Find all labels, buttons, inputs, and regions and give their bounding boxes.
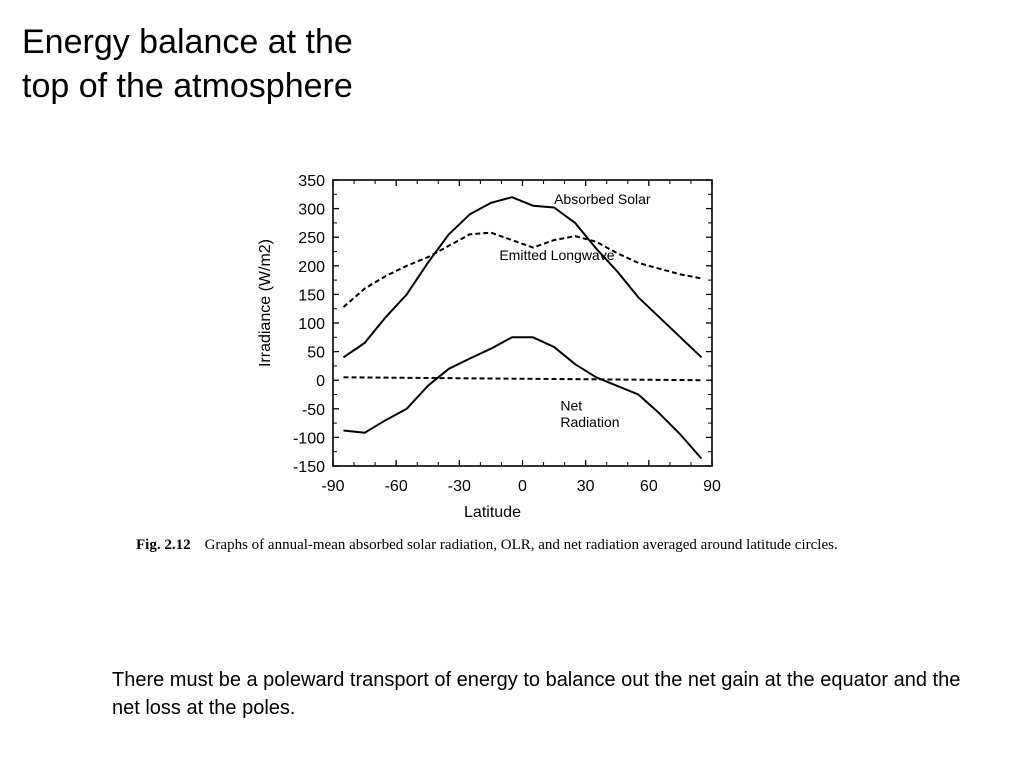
series-absorbed-solar-line — [342, 196, 703, 359]
figure-caption: Fig. 2.12 Graphs of annual-mean absorbed … — [108, 534, 888, 556]
y-tick-label: -50 — [302, 402, 325, 419]
x-tick-label: -90 — [321, 478, 344, 495]
annotation-label: Radiation — [560, 414, 619, 430]
slide-title: Energy balance at the top of the atmosph… — [22, 20, 482, 108]
body-text: There must be a poleward transport of en… — [112, 669, 961, 719]
x-tick-label: 0 — [518, 478, 527, 495]
y-axis-label: Irradiance (W/m2) — [257, 239, 274, 367]
y-tick-label: 50 — [307, 345, 325, 362]
y-tick-label: 100 — [298, 316, 325, 333]
y-tick-label: -100 — [293, 430, 325, 447]
annotation-label: Absorbed Solar — [554, 191, 651, 207]
series-emitted-longwave-line — [342, 231, 702, 308]
annotation-label: Net — [560, 398, 582, 414]
x-axis-label: Latitude — [464, 504, 521, 521]
figure-caption-text: Graphs of annual-mean absorbed solar rad… — [204, 537, 838, 553]
y-tick-label: -150 — [293, 459, 325, 476]
slide-title-line-1: Energy balance at the — [22, 23, 353, 61]
y-tick-label: 250 — [298, 230, 325, 247]
y-tick-label: 150 — [298, 287, 325, 304]
x-tick-label: -60 — [385, 478, 408, 495]
plot-frame — [332, 179, 713, 467]
y-tick-label: 200 — [298, 259, 325, 276]
y-tick-label: 300 — [298, 202, 325, 219]
series-zero-reference-line — [343, 376, 702, 382]
x-tick-label: 30 — [577, 478, 595, 495]
annotation-label: Emitted Longwave — [499, 247, 614, 263]
x-tick-label: 90 — [703, 478, 721, 495]
slide-title-line-2: top of the atmosphere — [22, 67, 353, 105]
figure-label: Fig. 2.12 — [136, 537, 191, 553]
x-tick-label: -30 — [448, 478, 471, 495]
y-tick-label: 0 — [316, 373, 325, 390]
series-net-radiation-line — [343, 336, 703, 460]
x-tick-label: 60 — [640, 478, 658, 495]
y-tick-label: 350 — [298, 173, 325, 190]
